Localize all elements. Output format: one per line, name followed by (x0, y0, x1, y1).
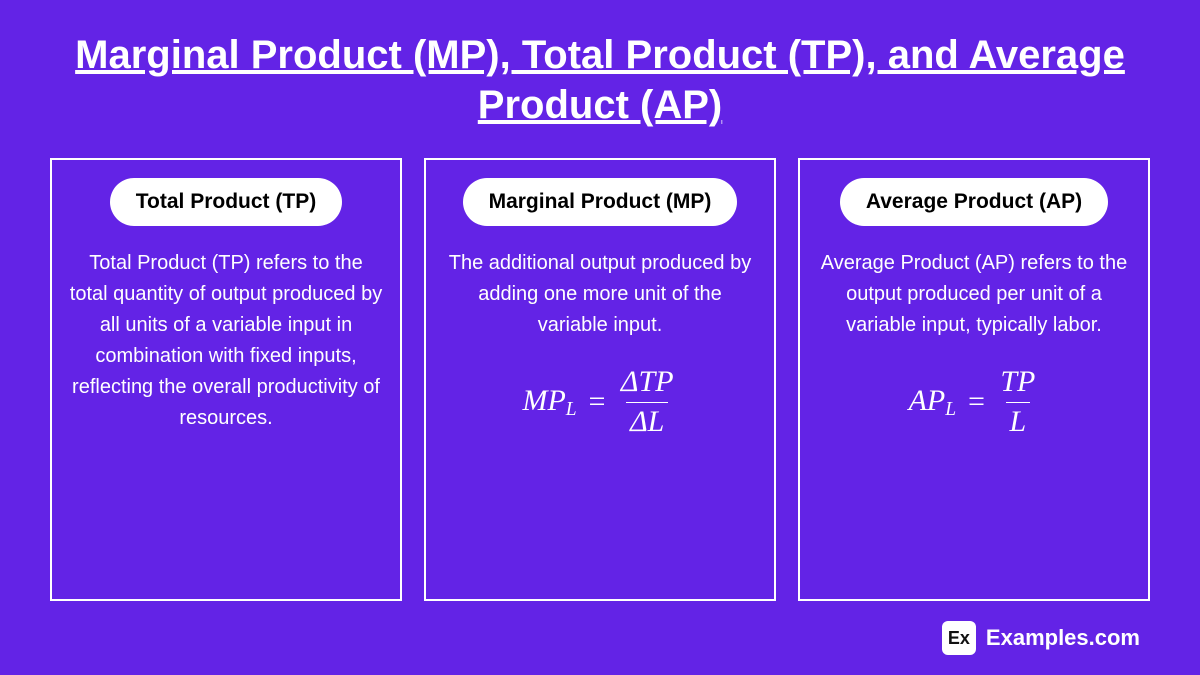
formula-lhs: MPL (522, 384, 576, 421)
page-title: Marginal Product (MP), Total Product (TP… (50, 30, 1150, 130)
formula-mp: MPL = ΔTP ΔL (522, 365, 677, 439)
formula-ap: APL = TP L (909, 365, 1040, 439)
footer-badge-icon: Ex (942, 621, 976, 655)
card-pill: Marginal Product (MP) (463, 178, 738, 226)
formula-fraction: TP L (996, 365, 1039, 439)
formula-lhs-sub: L (566, 398, 577, 419)
card-description: Average Product (AP) refers to the outpu… (816, 248, 1132, 341)
formula-fraction: ΔTP ΔL (617, 365, 678, 439)
equals-sign: = (966, 385, 986, 419)
card-total-product: Total Product (TP) Total Product (TP) re… (50, 158, 402, 601)
formula-lhs-main: AP (909, 384, 946, 417)
card-pill: Average Product (AP) (840, 178, 1108, 226)
formula-numerator: ΔTP (617, 365, 678, 402)
formula-lhs: APL (909, 384, 957, 421)
card-marginal-product: Marginal Product (MP) The additional out… (424, 158, 776, 601)
card-description: Total Product (TP) refers to the total q… (68, 248, 384, 434)
formula-numerator: TP (996, 365, 1039, 402)
formula-denominator: ΔL (626, 402, 668, 440)
equals-sign: = (587, 385, 607, 419)
footer-attribution: Ex Examples.com (942, 621, 1140, 655)
infographic-page: Marginal Product (MP), Total Product (TP… (0, 0, 1200, 675)
footer-text: Examples.com (986, 625, 1140, 651)
card-pill: Total Product (TP) (110, 178, 342, 226)
formula-denominator: L (1006, 402, 1031, 440)
formula-lhs-sub: L (945, 398, 956, 419)
formula-lhs-main: MP (522, 384, 565, 417)
card-description: The additional output produced by adding… (442, 248, 758, 341)
card-average-product: Average Product (AP) Average Product (AP… (798, 158, 1150, 601)
cards-row: Total Product (TP) Total Product (TP) re… (50, 158, 1150, 601)
